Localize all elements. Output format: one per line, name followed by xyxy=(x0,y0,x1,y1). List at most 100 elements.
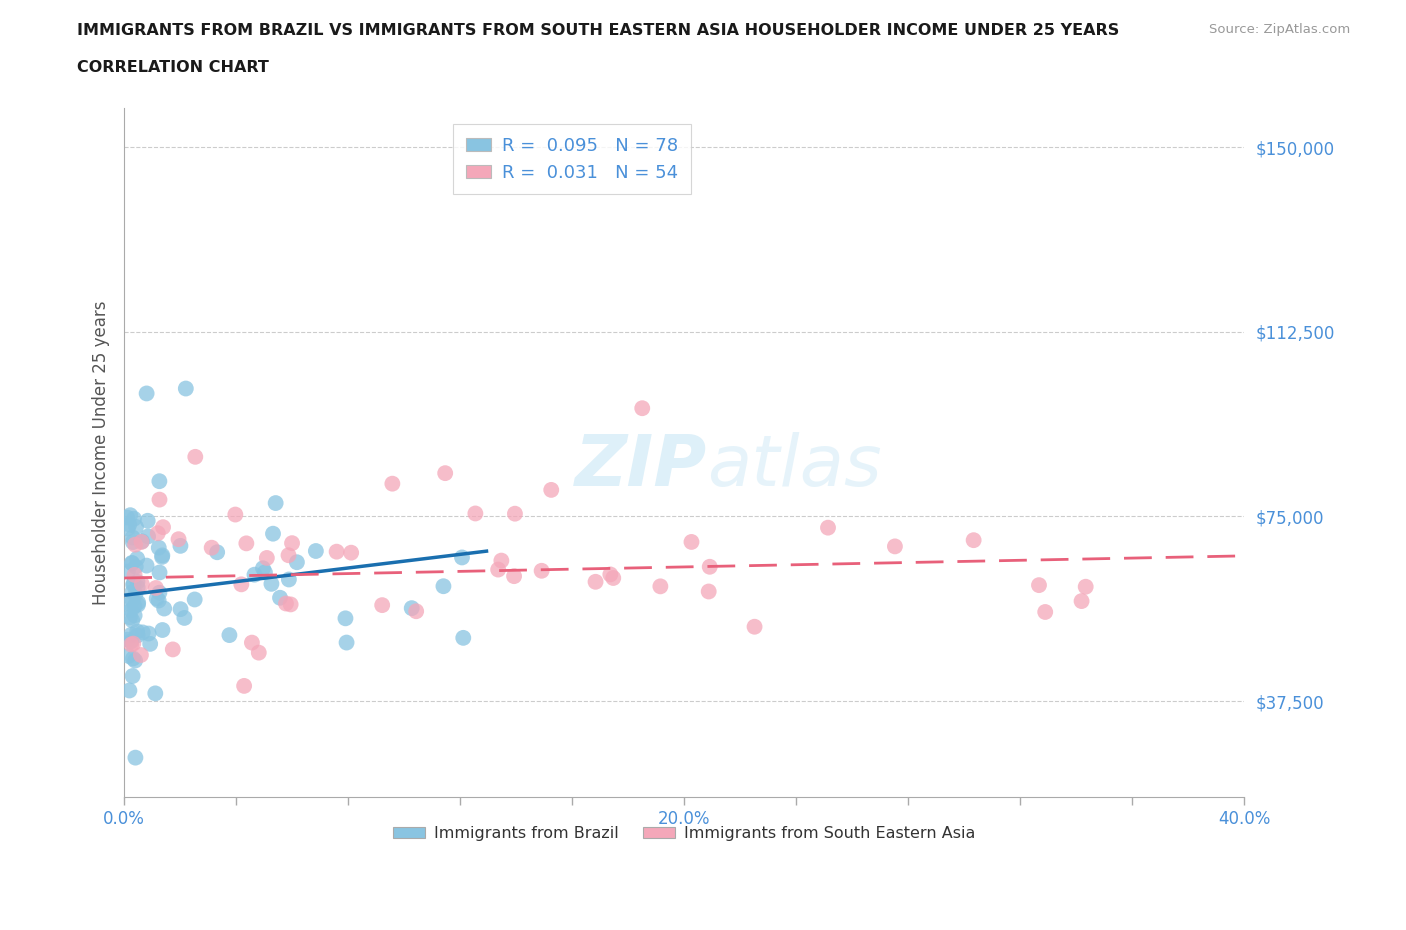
Point xyxy=(121,585,143,600)
Point xyxy=(817,520,839,535)
Point xyxy=(434,466,457,481)
Point xyxy=(132,625,155,640)
Point xyxy=(432,578,454,593)
Point xyxy=(169,602,191,617)
Point xyxy=(262,526,284,541)
Point xyxy=(599,567,621,582)
Point xyxy=(281,536,304,551)
Point xyxy=(121,556,143,571)
Point xyxy=(117,565,139,579)
Point xyxy=(148,492,170,507)
Point xyxy=(121,669,143,684)
Point xyxy=(148,565,170,580)
Point xyxy=(486,562,509,577)
Legend: Immigrants from Brazil, Immigrants from South Eastern Asia: Immigrants from Brazil, Immigrants from … xyxy=(387,820,983,847)
Point xyxy=(451,631,474,645)
Text: CORRELATION CHART: CORRELATION CHART xyxy=(77,60,269,75)
Point xyxy=(124,538,146,552)
Point xyxy=(264,496,287,511)
Point xyxy=(697,584,720,599)
Point xyxy=(136,513,159,528)
Point xyxy=(277,548,299,563)
Point xyxy=(253,565,276,579)
Point xyxy=(451,550,474,565)
Point xyxy=(205,545,228,560)
Point xyxy=(120,508,142,523)
Point xyxy=(247,645,270,660)
Text: ZIP: ZIP xyxy=(575,432,707,500)
Point xyxy=(136,529,159,544)
Point xyxy=(305,543,328,558)
Point xyxy=(127,628,149,643)
Point xyxy=(120,637,142,652)
Point xyxy=(118,610,141,625)
Point xyxy=(121,593,143,608)
Point xyxy=(121,555,143,570)
Point xyxy=(325,544,347,559)
Point xyxy=(124,608,146,623)
Point xyxy=(280,597,302,612)
Y-axis label: Householder Income Under 25 years: Householder Income Under 25 years xyxy=(93,300,110,604)
Point xyxy=(503,569,526,584)
Point xyxy=(540,483,562,498)
Point xyxy=(122,651,145,666)
Point xyxy=(148,593,170,608)
Text: IMMIGRANTS FROM BRAZIL VS IMMIGRANTS FROM SOUTH EASTERN ASIA HOUSEHOLDER INCOME : IMMIGRANTS FROM BRAZIL VS IMMIGRANTS FRO… xyxy=(77,23,1119,38)
Point xyxy=(135,386,157,401)
Point xyxy=(139,636,162,651)
Point xyxy=(699,559,721,574)
Point xyxy=(650,578,672,593)
Point xyxy=(118,683,141,698)
Point xyxy=(148,540,170,555)
Point xyxy=(335,635,357,650)
Point xyxy=(231,577,253,591)
Point xyxy=(162,642,184,657)
Point xyxy=(224,507,246,522)
Point xyxy=(145,591,167,605)
Point xyxy=(335,611,357,626)
Point xyxy=(124,567,146,582)
Point xyxy=(124,599,146,614)
Point xyxy=(127,580,149,595)
Point xyxy=(173,610,195,625)
Point xyxy=(233,679,256,694)
Point xyxy=(118,517,141,532)
Point xyxy=(117,521,139,536)
Point xyxy=(138,626,160,641)
Point xyxy=(117,511,139,525)
Point xyxy=(256,551,278,565)
Point xyxy=(120,628,142,643)
Point xyxy=(631,401,654,416)
Point xyxy=(1033,604,1056,619)
Text: atlas: atlas xyxy=(707,432,882,500)
Point xyxy=(120,634,142,649)
Point xyxy=(117,648,139,663)
Point xyxy=(131,535,153,550)
Point xyxy=(340,545,363,560)
Point xyxy=(240,635,263,650)
Point xyxy=(127,551,149,566)
Point xyxy=(152,520,174,535)
Point xyxy=(183,592,205,607)
Point xyxy=(129,647,152,662)
Point xyxy=(125,559,148,574)
Point xyxy=(218,628,240,643)
Point xyxy=(148,585,170,600)
Point xyxy=(401,601,423,616)
Point xyxy=(124,751,146,765)
Point xyxy=(131,577,153,591)
Point xyxy=(235,536,257,551)
Point xyxy=(884,539,907,554)
Point xyxy=(150,548,173,563)
Point xyxy=(269,591,291,605)
Point xyxy=(602,570,624,585)
Point xyxy=(153,601,176,616)
Point xyxy=(381,476,404,491)
Point xyxy=(122,512,145,526)
Point xyxy=(122,577,145,591)
Point xyxy=(145,580,167,595)
Point xyxy=(274,596,297,611)
Point xyxy=(124,653,146,668)
Point xyxy=(135,558,157,573)
Point xyxy=(127,575,149,590)
